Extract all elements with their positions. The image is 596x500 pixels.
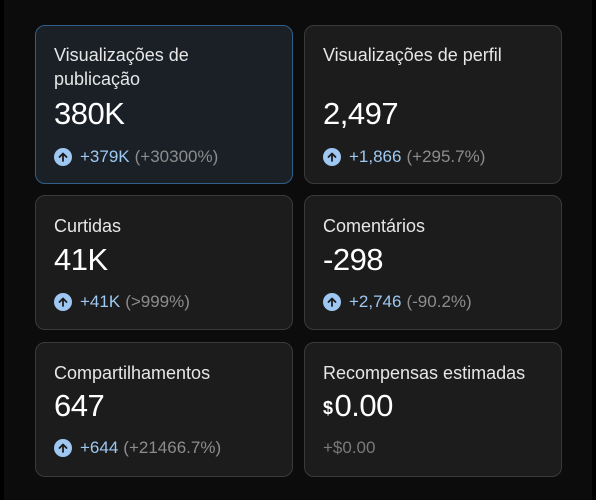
arrow-up-circle-icon — [54, 293, 72, 311]
card-shares[interactable]: Compartilhamentos 647 +644 (+21466.7%) — [35, 342, 293, 477]
arrow-up-circle-icon — [323, 293, 341, 311]
card-label: Recompensas estimadas — [323, 363, 526, 383]
card-change: +$0.00 — [323, 437, 375, 459]
card-post-views[interactable]: Visualizações de publicação 380K +379K (… — [35, 25, 293, 184]
label-line-1: Visualizações de — [54, 45, 189, 65]
card-percent: (>999%) — [125, 292, 190, 311]
card-delta: +$0.00 — [323, 438, 376, 457]
card-label: Visualizações de publicação — [54, 43, 189, 91]
card-value: 380K — [54, 96, 125, 131]
card-value: -298 — [323, 242, 384, 277]
card-percent: (+21466.7%) — [123, 438, 222, 457]
card-value: 647 — [54, 388, 105, 423]
card-value: 2,497 — [323, 96, 399, 131]
card-likes[interactable]: Curtidas 41K +41K (>999%) — [35, 195, 293, 330]
arrow-up-circle-icon — [54, 439, 72, 457]
label-line-2: publicação — [54, 69, 141, 89]
card-change: +2,746 (-90.2%) — [323, 291, 472, 313]
card-change: +1,866 (+295.7%) — [323, 146, 485, 168]
card-delta: +41K — [80, 292, 121, 311]
card-profile-views[interactable]: Visualizações de perfil 2,497 +1,866 (+2… — [304, 25, 562, 184]
screen-edge-left — [0, 0, 4, 500]
card-label: Curtidas — [54, 216, 122, 236]
card-delta: +644 — [80, 438, 119, 457]
card-label: Visualizações de perfil — [323, 45, 502, 65]
arrow-up-circle-icon — [54, 148, 72, 166]
card-percent: (+295.7%) — [406, 147, 486, 166]
rewards-amount: 0.00 — [334, 388, 394, 423]
card-delta: +2,746 — [349, 292, 402, 311]
card-label: Comentários — [323, 216, 426, 236]
card-delta: +379K — [80, 147, 130, 166]
card-change: +644 (+21466.7%) — [54, 437, 221, 459]
card-change: +41K (>999%) — [54, 291, 190, 313]
screen-edge-right — [592, 0, 596, 500]
arrow-up-circle-icon — [323, 148, 341, 166]
card-value: 41K — [54, 242, 108, 277]
card-estimated-rewards[interactable]: Recompensas estimadas $0.00 +$0.00 — [304, 342, 562, 477]
card-delta: +1,866 — [349, 147, 402, 166]
currency-symbol: $ — [323, 398, 333, 418]
card-percent: (+30300%) — [134, 147, 219, 166]
card-change: +379K (+30300%) — [54, 146, 218, 168]
card-comments[interactable]: Comentários -298 +2,746 (-90.2%) — [304, 195, 562, 330]
card-label: Compartilhamentos — [54, 363, 211, 383]
card-value: $0.00 — [323, 388, 393, 426]
card-percent: (-90.2%) — [406, 292, 472, 311]
